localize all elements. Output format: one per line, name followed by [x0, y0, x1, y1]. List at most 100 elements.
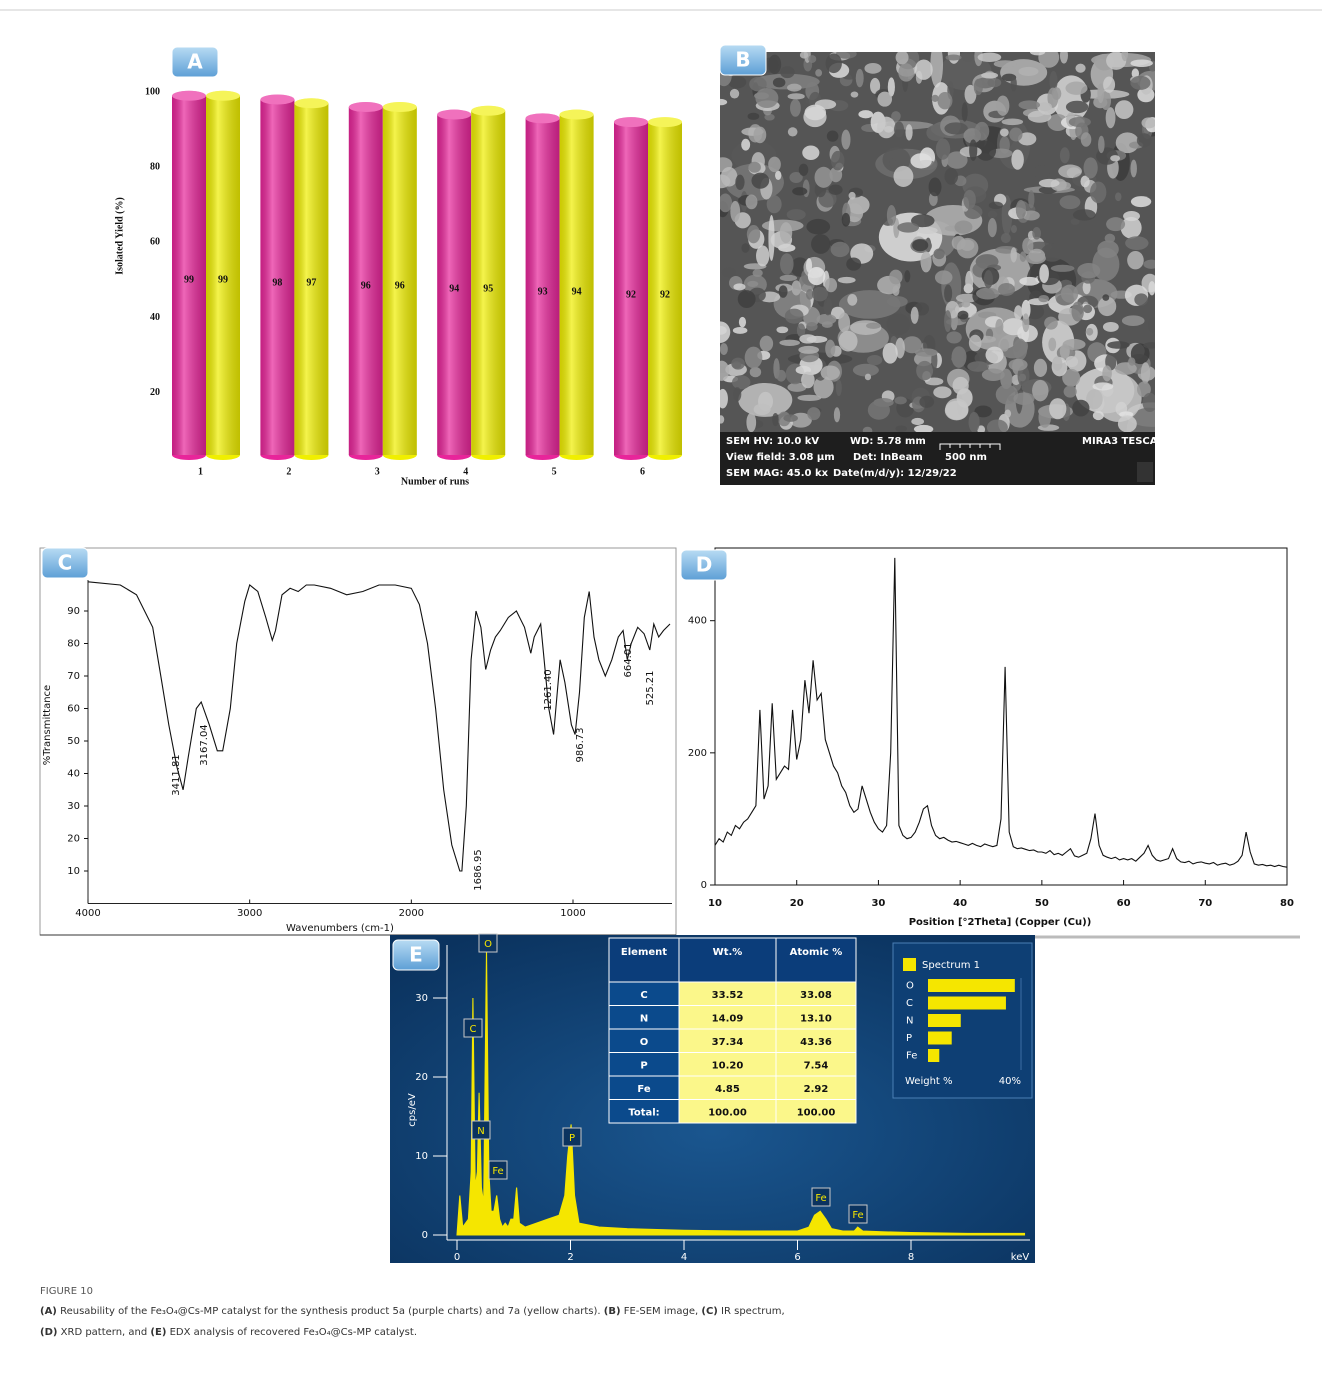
sem-grain	[1115, 100, 1133, 119]
table-cell-text: 10.20	[712, 1060, 744, 1071]
sem-grain	[746, 413, 756, 433]
sem-grain	[1020, 251, 1026, 262]
sem-grain	[858, 110, 873, 118]
sem-grain	[730, 89, 739, 99]
peak-label: O	[484, 939, 492, 950]
peak-label: 1686.95	[473, 849, 484, 890]
sem-grain	[948, 43, 960, 64]
sem-grain	[897, 222, 919, 232]
sem-grain	[896, 50, 909, 64]
bar	[928, 979, 1015, 992]
sem-grain	[1011, 76, 1017, 91]
bar	[928, 997, 1006, 1010]
y-tick-label: 80	[67, 639, 80, 650]
x-tick-label: 80	[1280, 898, 1294, 909]
sem-grain	[815, 69, 822, 76]
sem-grain	[1058, 165, 1082, 178]
sem-grain	[955, 220, 973, 233]
x-tick-label: 70	[1198, 898, 1212, 909]
sem-grain	[1013, 392, 1034, 404]
sem-grain	[936, 138, 950, 159]
sem-grain	[1081, 132, 1092, 147]
sem-grain	[797, 395, 821, 401]
sem-grain	[721, 167, 738, 187]
caption-ref: (C)	[701, 1306, 717, 1317]
sem-field: View field: 3.08 μm	[726, 452, 835, 463]
sem-grain	[978, 52, 1002, 62]
sem-grain	[1102, 294, 1109, 301]
sem-grain	[989, 202, 1003, 210]
sem-grain	[780, 66, 795, 78]
sem-grain	[1030, 49, 1045, 56]
sem-grain	[741, 139, 750, 151]
sem-grain	[1066, 101, 1088, 113]
sem-grain	[822, 321, 833, 328]
sem-grain	[807, 407, 820, 420]
sem-grain	[805, 105, 826, 121]
sem-grain	[838, 277, 856, 283]
sem-grain	[1016, 200, 1026, 219]
table-cell-text: 100.00	[797, 1107, 836, 1118]
y-tick-label: 0	[701, 880, 707, 891]
sem-grain	[1069, 117, 1091, 127]
sem-grain	[851, 92, 859, 98]
sem-grain	[1073, 209, 1096, 220]
sem-grain	[988, 211, 997, 219]
sem-grain	[1125, 236, 1148, 250]
y-tick-label: 80	[150, 161, 160, 172]
sem-grain	[933, 249, 944, 260]
x-tick-label: 5	[552, 466, 557, 477]
sem-grain	[929, 177, 942, 196]
sem-grain	[841, 130, 850, 150]
sem-grain	[1097, 240, 1119, 257]
peak-label: 3167.04	[199, 724, 210, 765]
sem-grain	[937, 92, 952, 109]
sem-grain	[1064, 386, 1077, 398]
sem-grain	[768, 55, 781, 74]
value-label: 99	[218, 274, 228, 285]
sem-grain	[1038, 47, 1059, 68]
sem-grain	[1130, 160, 1137, 178]
table-header: Element	[621, 947, 667, 958]
sem-grain	[1106, 217, 1125, 231]
sem-grain	[1143, 260, 1159, 269]
sem-grain	[969, 335, 982, 352]
sem-grain	[988, 218, 997, 237]
sem-grain	[1014, 305, 1022, 319]
sem-grain	[747, 225, 760, 243]
sem-grain	[866, 323, 881, 329]
sem-grain	[951, 356, 965, 362]
sem-grain	[868, 400, 890, 419]
caption-ref: (D)	[40, 1327, 57, 1338]
sem-grain	[1013, 339, 1027, 361]
sem-grain	[1134, 293, 1148, 306]
y-tick-label: 10	[415, 1151, 428, 1162]
table-cell-text: 4.85	[715, 1084, 740, 1095]
caption-ref: (B)	[604, 1306, 621, 1317]
sem-grain	[1010, 247, 1016, 262]
sem-grain	[974, 79, 983, 95]
value-label: 95	[483, 283, 493, 294]
sem-brand: MIRA3 TESCAN	[1082, 436, 1166, 447]
sem-grain	[944, 310, 951, 332]
sem-det: Det: InBeam	[853, 452, 923, 463]
sem-grain	[865, 374, 871, 381]
sem-grain	[1084, 157, 1098, 178]
y-tick-label: N	[906, 1016, 913, 1027]
table-header: Wt.%	[713, 947, 743, 958]
sem-grain	[839, 331, 858, 352]
x-tick-label: 50	[1035, 898, 1049, 909]
sem-grain	[1110, 155, 1120, 161]
value-label: 96	[361, 280, 371, 291]
bar	[928, 1032, 952, 1045]
sem-grain	[883, 343, 898, 364]
sem-grain	[714, 99, 727, 105]
sem-grain	[733, 327, 748, 334]
table-header-cell	[609, 938, 679, 982]
x-tick-label: 4	[681, 1252, 687, 1263]
value-label: 96	[395, 280, 405, 291]
sem-wd: WD: 5.78 mm	[850, 436, 926, 447]
caption-line: (D) XRD pattern, and (E) EDX analysis of…	[40, 1327, 417, 1338]
bar-cap-light	[260, 95, 294, 105]
sem-grain	[806, 322, 818, 331]
